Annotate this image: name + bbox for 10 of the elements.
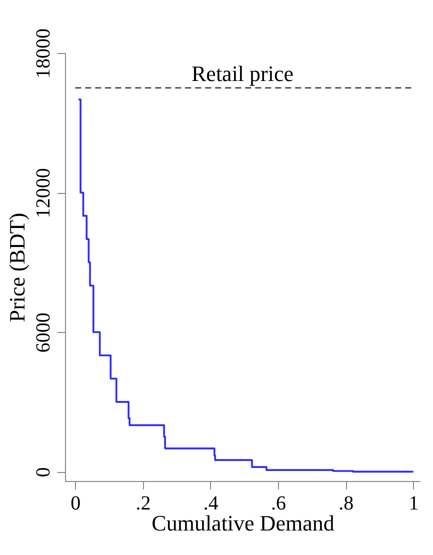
- y-tick-label: 18000: [32, 28, 54, 78]
- x-tick-label: 0: [70, 492, 81, 514]
- y-tick-label: 0: [32, 467, 54, 478]
- x-tick-label: .2: [136, 492, 151, 514]
- y-tick-label: 6000: [32, 312, 54, 353]
- x-tick-label: 1: [408, 492, 419, 514]
- ref-line-label: Retail price: [191, 60, 294, 86]
- y-tick-label: 12000: [32, 168, 54, 218]
- x-tick-label: .8: [338, 492, 354, 514]
- y-axis-title: Price (BDT): [4, 212, 30, 322]
